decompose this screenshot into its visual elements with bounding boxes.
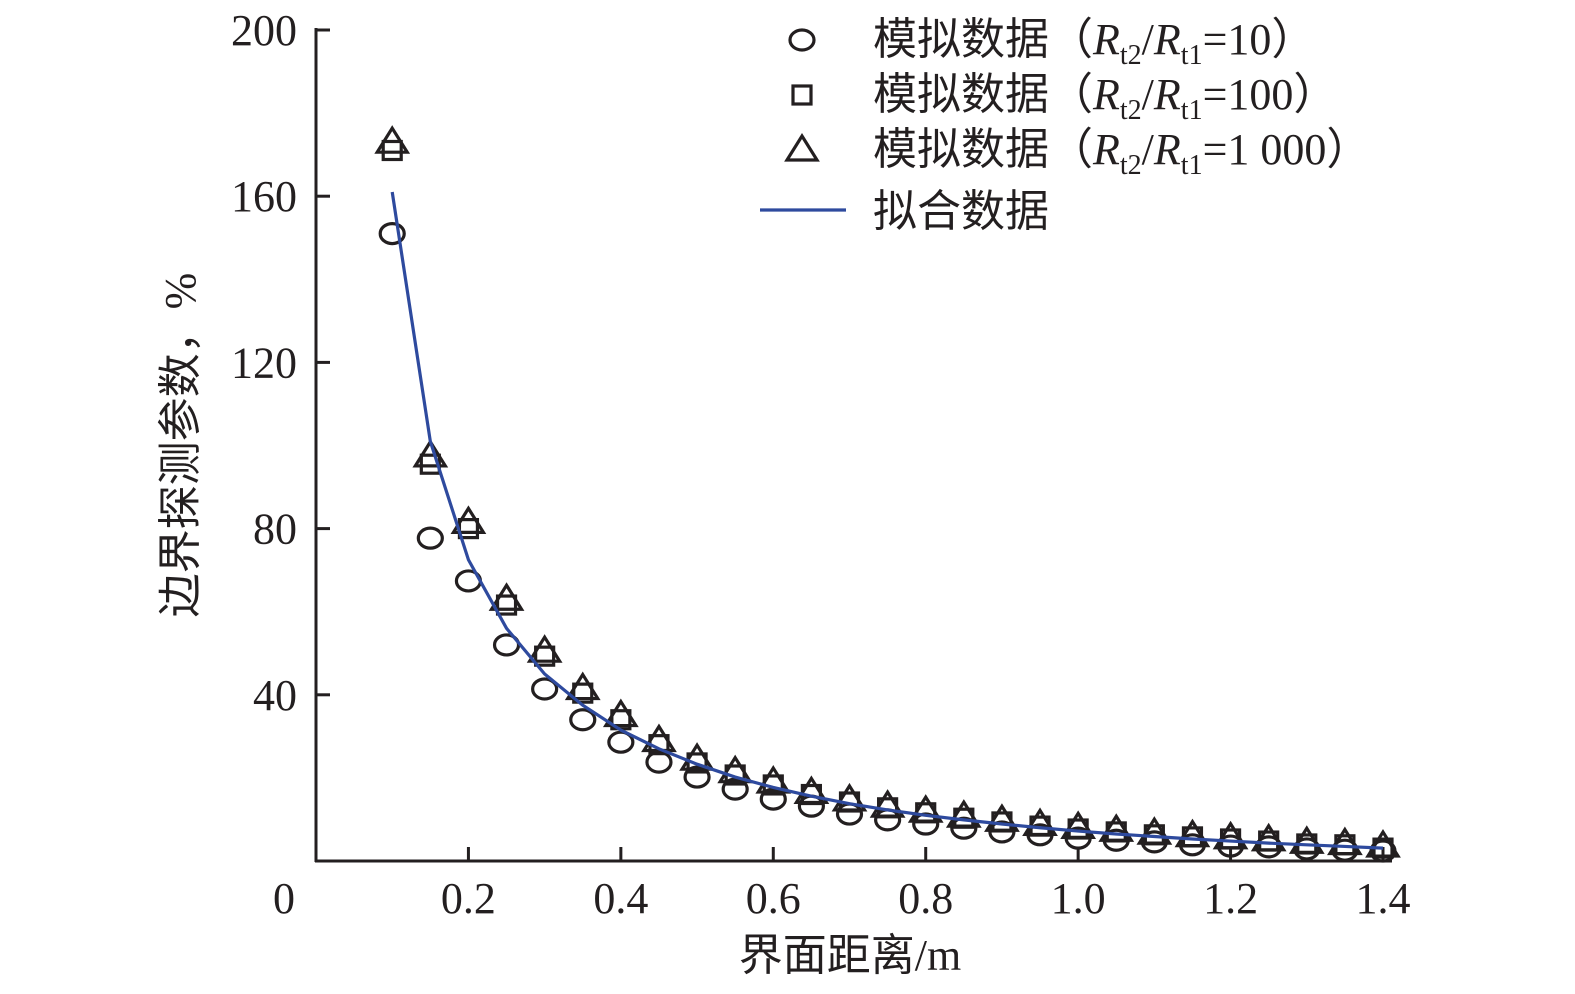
triangle-point — [945, 799, 982, 828]
legend-text: =100） — [1203, 70, 1338, 119]
legend-variable: R — [1092, 15, 1120, 64]
triangle-point — [755, 765, 792, 794]
triangle-point — [1250, 822, 1287, 852]
triangle-point — [1365, 829, 1401, 858]
legend-text: 模拟数据（ — [873, 15, 1093, 64]
legend-subscript: t1 — [1181, 40, 1203, 71]
legend-text: / — [1142, 125, 1155, 174]
circle-point — [531, 677, 559, 701]
triangle-point — [1098, 813, 1135, 842]
triangle-point — [679, 742, 715, 771]
triangle-point — [907, 794, 944, 823]
y-tick-label: 120 — [231, 338, 297, 387]
legend-text: / — [1142, 15, 1155, 64]
x-tick-label: 0 — [273, 874, 295, 923]
circle-point — [416, 526, 444, 550]
triangle-point — [488, 582, 525, 611]
square-point — [686, 752, 708, 774]
square-point — [457, 517, 480, 540]
legend-circle-marker — [788, 28, 816, 52]
circle-point — [1216, 834, 1245, 858]
triangle-point — [374, 125, 411, 154]
circle-point — [569, 708, 597, 732]
triangle-point — [1288, 825, 1325, 854]
legend-text: 拟合数据 — [873, 187, 1049, 236]
legend-variable: R — [1092, 125, 1120, 174]
legend-subscript: t2 — [1120, 95, 1142, 126]
legend-variable: R — [1092, 70, 1120, 119]
legend-subscript: t1 — [1181, 150, 1203, 181]
circle-point — [950, 816, 978, 840]
x-tick-label: 0.2 — [441, 874, 496, 923]
y-tick-label: 80 — [253, 505, 297, 554]
circle-point — [988, 820, 1016, 844]
legend-label: 模拟数据（Rt2/Rt1=1 000） — [873, 125, 1370, 181]
square-point — [534, 645, 556, 667]
triangle-point — [1136, 816, 1173, 845]
legend-label: 拟合数据 — [873, 187, 1049, 236]
triangle-point — [1060, 810, 1097, 839]
legend-variable: R — [1153, 15, 1181, 64]
triangle-point — [1174, 818, 1211, 848]
x-tick-label: 1.4 — [1356, 874, 1411, 923]
triangle-point — [602, 698, 639, 728]
fit-line — [390, 191, 1384, 850]
y-tick-label: 40 — [253, 671, 297, 720]
legend-triangle-marker — [784, 132, 820, 162]
legend-subscript: t1 — [1181, 95, 1203, 126]
legend-label: 模拟数据（Rt2/Rt1=100） — [873, 70, 1337, 126]
triangle-point — [984, 803, 1020, 832]
legend-text: =1 000） — [1203, 125, 1371, 174]
x-tick-label: 0.8 — [898, 874, 953, 923]
circle-point — [683, 765, 711, 789]
y-axis-label: 边界探测参数，% — [156, 273, 205, 618]
x-tick-label: 0.6 — [746, 874, 801, 923]
legend-label: 模拟数据（Rt2/Rt1=10） — [873, 15, 1315, 71]
legend-text: 模拟数据（ — [873, 125, 1093, 174]
legend-variable: R — [1153, 70, 1181, 119]
legend-text: / — [1142, 70, 1155, 119]
triangle-point — [717, 754, 754, 784]
legend-square-marker — [791, 84, 813, 106]
x-tick-label: 1.2 — [1203, 874, 1258, 923]
square-point — [381, 139, 403, 162]
triangle-point — [793, 775, 830, 805]
legend-text: 模拟数据（ — [873, 70, 1093, 119]
triangle-point — [564, 671, 601, 701]
y-tick-label: 160 — [231, 172, 297, 221]
triangle-point — [526, 634, 563, 663]
triangle-point — [450, 505, 487, 534]
circle-point — [721, 777, 749, 801]
triangle-point — [1022, 807, 1058, 837]
triangle-point — [1212, 820, 1249, 850]
x-axis-label: 界面距离/m — [739, 931, 961, 980]
square-point — [572, 682, 594, 704]
triangle-point — [412, 438, 449, 468]
triangle-point — [1327, 826, 1363, 856]
x-tick-label: 0.4 — [593, 874, 648, 923]
x-tick-label: 1.0 — [1051, 874, 1106, 923]
y-tick-label: 200 — [231, 6, 297, 55]
legend-subscript: t2 — [1120, 40, 1142, 71]
square-point — [495, 594, 518, 616]
legend-text: =10） — [1203, 15, 1316, 64]
legend-subscript: t2 — [1120, 150, 1142, 181]
axes: 40 80 120 160 200 0 0.2 0.4 0.6 0.8 1.0 1.2 1.4 — [231, 6, 1411, 923]
legend-variable: R — [1153, 125, 1181, 174]
triangle-point — [869, 789, 906, 818]
data-marks — [374, 125, 1401, 863]
circle-point — [378, 221, 406, 246]
circle-point — [607, 730, 635, 754]
triangle-point — [831, 782, 868, 812]
legend: 模拟数据（Rt2/Rt1=10）模拟数据（Rt2/Rt1=100）模拟数据（Rt… — [760, 15, 1370, 236]
